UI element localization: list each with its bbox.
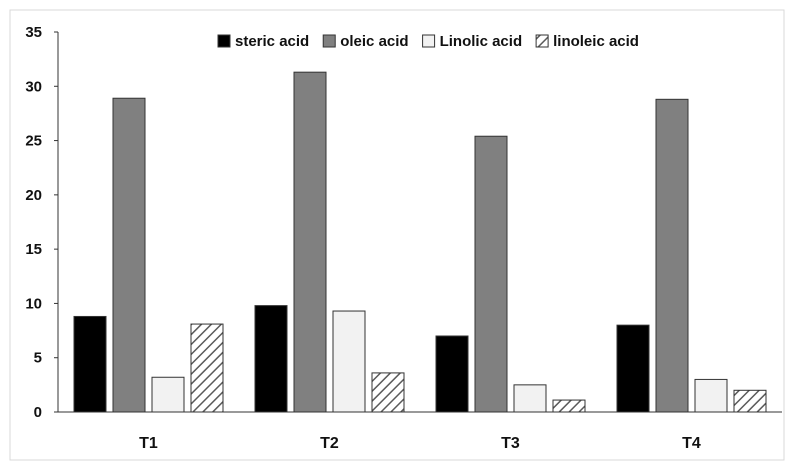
bar-t2-linolic-acid: [332, 310, 366, 413]
legend-swatch: [535, 34, 549, 48]
y-tick-label: 10: [25, 295, 42, 312]
bar-t1-linoleic-acid: [190, 323, 224, 413]
legend-label: linoleic acid: [553, 33, 639, 50]
x-tick-label: T2: [320, 435, 339, 452]
bar-t1-linolic-acid: [151, 376, 185, 413]
y-axis: 0 5 10 15 20 25 30 35: [25, 24, 59, 421]
legend-swatch: [322, 34, 336, 48]
bar-t2-linoleic-acid: [371, 372, 405, 413]
y-tick-label: 20: [25, 187, 42, 204]
y-tick-label: 25: [25, 133, 42, 150]
bar-t1-steric-acid: [73, 315, 107, 413]
y-tick-label: 15: [25, 241, 42, 258]
y-tick-label: 5: [34, 350, 42, 367]
bar-t2-oleic-acid: [293, 71, 327, 413]
y-tick-label: 30: [25, 78, 42, 95]
bar-t1-oleic-acid: [112, 97, 146, 413]
legend: steric acid oleic acid Linolic acid linolei…: [217, 33, 639, 50]
bar-t4-linoleic-acid: [733, 389, 767, 413]
bar-t3-linolic-acid: [513, 384, 547, 413]
bar-t4-steric-acid: [616, 324, 650, 413]
bars-group: [73, 71, 767, 413]
bar-t3-linoleic-acid: [552, 399, 586, 413]
bar-t3-steric-acid: [435, 335, 469, 413]
bar-t4-linolic-acid: [694, 378, 728, 413]
legend-label: Linolic acid: [440, 33, 523, 50]
y-tick-label: 0: [34, 404, 42, 421]
x-tick-label: T4: [682, 435, 701, 452]
bar-t2-steric-acid: [254, 305, 288, 413]
legend-label: oleic acid: [340, 33, 408, 50]
bar-t3-oleic-acid: [474, 135, 508, 413]
legend-swatch: [422, 34, 436, 48]
legend-label: steric acid: [235, 33, 309, 50]
y-tick-label: 35: [25, 24, 42, 41]
legend-swatch: [217, 34, 231, 48]
bar-t4-oleic-acid: [655, 98, 689, 413]
x-tick-label: T3: [501, 435, 520, 452]
x-tick-label: T1: [139, 435, 158, 452]
